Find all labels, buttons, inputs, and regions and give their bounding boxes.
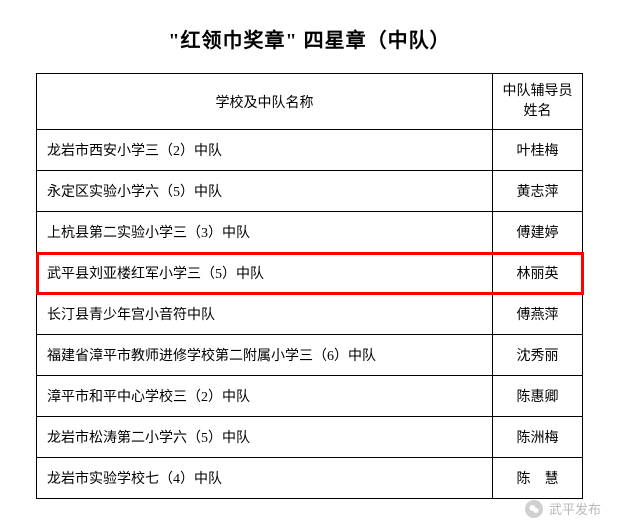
award-table-container: 学校及中队名称 中队辅导员姓名 龙岩市西安小学三（2）中队叶桂梅永定区实验小学六…	[0, 73, 619, 499]
col-header-school: 学校及中队名称	[37, 74, 493, 130]
advisor-cell: 陈 慧	[493, 458, 583, 499]
school-cell: 漳平市和平中心学校三（2）中队	[37, 376, 493, 417]
school-cell: 武平县刘亚楼红军小学三（5）中队	[37, 253, 493, 294]
col-header-advisor: 中队辅导员姓名	[493, 74, 583, 130]
table-row: 龙岩市西安小学三（2）中队叶桂梅	[37, 130, 583, 171]
school-cell: 龙岩市西安小学三（2）中队	[37, 130, 493, 171]
table-row: 永定区实验小学六（5）中队黄志萍	[37, 171, 583, 212]
advisor-cell: 沈秀丽	[493, 335, 583, 376]
advisor-cell: 傅建婷	[493, 212, 583, 253]
table-row: 漳平市和平中心学校三（2）中队陈惠卿	[37, 376, 583, 417]
school-cell: 福建省漳平市教师进修学校第二附属小学三（6）中队	[37, 335, 493, 376]
school-cell: 上杭县第二实验小学三（3）中队	[37, 212, 493, 253]
advisor-cell: 黄志萍	[493, 171, 583, 212]
advisor-cell: 陈惠卿	[493, 376, 583, 417]
advisor-cell: 叶桂梅	[493, 130, 583, 171]
school-cell: 龙岩市实验学校七（4）中队	[37, 458, 493, 499]
advisor-cell: 傅燕萍	[493, 294, 583, 335]
table-row: 上杭县第二实验小学三（3）中队傅建婷	[37, 212, 583, 253]
page-title: "红领巾奖章" 四星章（中队）	[0, 0, 619, 73]
table-row: 武平县刘亚楼红军小学三（5）中队林丽英	[37, 253, 583, 294]
table-row: 龙岩市松涛第二小学六（5）中队陈洲梅	[37, 417, 583, 458]
table-row: 福建省漳平市教师进修学校第二附属小学三（6）中队沈秀丽	[37, 335, 583, 376]
school-cell: 永定区实验小学六（5）中队	[37, 171, 493, 212]
advisor-cell: 林丽英	[493, 253, 583, 294]
table-row: 龙岩市实验学校七（4）中队陈 慧	[37, 458, 583, 499]
watermark-text: 武平发布	[549, 499, 601, 518]
table-row: 长汀县青少年宫小音符中队傅燕萍	[37, 294, 583, 335]
advisor-cell: 陈洲梅	[493, 417, 583, 458]
table-header-row: 学校及中队名称 中队辅导员姓名	[37, 74, 583, 130]
school-cell: 龙岩市松涛第二小学六（5）中队	[37, 417, 493, 458]
wechat-icon	[525, 500, 543, 518]
school-cell: 长汀县青少年宫小音符中队	[37, 294, 493, 335]
watermark: 武平发布	[525, 499, 601, 518]
award-table: 学校及中队名称 中队辅导员姓名 龙岩市西安小学三（2）中队叶桂梅永定区实验小学六…	[36, 73, 583, 499]
